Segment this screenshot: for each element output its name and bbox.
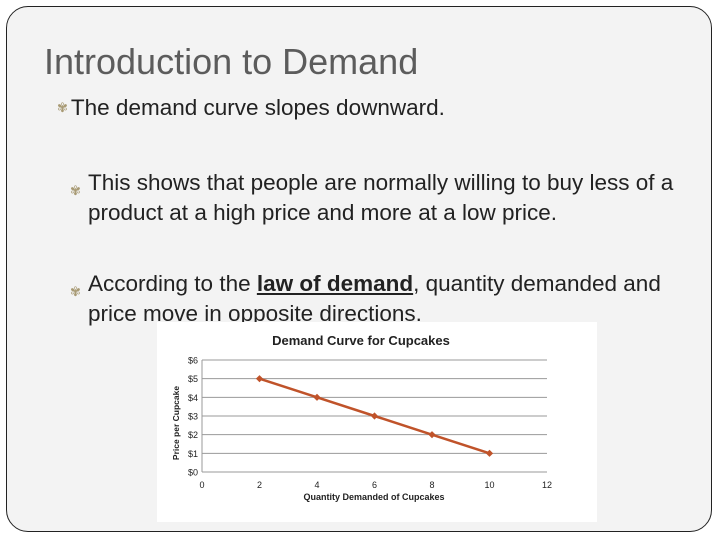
- bullet-sub-2: ✾ According to the law of demand, quanti…: [70, 269, 688, 329]
- bullet-sub-1-text: This shows that people are normally will…: [88, 170, 674, 225]
- x-axis-label: Quantity Demanded of Cupcakes: [303, 492, 444, 502]
- y-tick-label: $1: [188, 449, 198, 459]
- chart-background: [157, 322, 597, 522]
- x-tick-label: 12: [542, 480, 552, 490]
- bullet-sub-2-text: According to the law of demand, quantity…: [88, 269, 688, 329]
- bullet-sub-1: ✾ This shows that people are normally wi…: [70, 168, 688, 228]
- y-tick-label: $3: [188, 412, 198, 422]
- bullet-main: ✾ The demand curve slopes downward.: [57, 95, 445, 121]
- data-point: [485, 449, 494, 457]
- bullet-sub-2-lead: According to the: [88, 271, 257, 296]
- bullet-icon: ✾: [57, 100, 68, 115]
- data-point: [255, 375, 264, 383]
- bullet-sub-2-tail: , quantity demanded and price move in op…: [88, 271, 661, 326]
- y-tick-label: $0: [188, 468, 198, 478]
- x-tick-label: 4: [314, 480, 319, 490]
- bullet-icon: ✾: [70, 183, 81, 198]
- law-of-demand-term: law of demand: [256, 271, 414, 296]
- y-axis-label: Price per Cupcake: [171, 386, 181, 460]
- x-tick-label: 0: [199, 480, 204, 490]
- slide-title: Introduction to Demand: [44, 41, 419, 82]
- bullet-icon: ✾: [70, 284, 81, 299]
- bullet-main-text: The demand curve slopes downward.: [70, 95, 445, 120]
- y-tick-label: $2: [188, 430, 198, 440]
- x-tick-label: 6: [372, 480, 377, 490]
- slide: Introduction to Demand ✾ The demand curve…: [6, 6, 712, 532]
- y-tick-label: $6: [188, 356, 198, 366]
- y-tick-label: $4: [188, 393, 198, 403]
- demand-chart: Demand Curve for Cupcakes Price per Cupc…: [157, 322, 597, 522]
- x-tick-label: 2: [257, 480, 262, 490]
- data-point: [428, 431, 436, 439]
- data-point: [370, 412, 379, 420]
- chart-title: Demand Curve for Cupcakes: [272, 333, 450, 348]
- x-tick-label: 8: [429, 480, 434, 490]
- x-tick-label: 10: [484, 480, 494, 490]
- data-point: [313, 393, 321, 401]
- y-tick-label: $5: [188, 374, 198, 384]
